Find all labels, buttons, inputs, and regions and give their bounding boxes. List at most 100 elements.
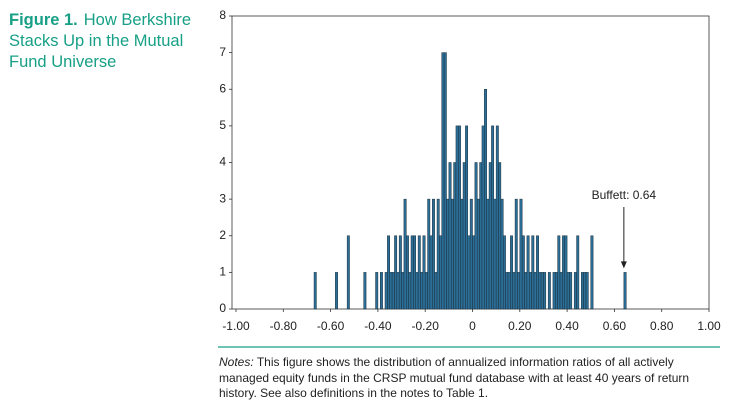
y-tick-label: 7 <box>219 45 226 59</box>
bar <box>505 272 509 310</box>
bar <box>424 272 428 310</box>
bar <box>557 235 561 310</box>
bar <box>474 162 478 310</box>
y-tick-label: 8 <box>219 8 226 22</box>
bar <box>415 272 419 310</box>
x-tick-label: -0.40 <box>364 319 392 333</box>
y-tick-label: 5 <box>219 118 226 132</box>
annotation-arrowhead <box>620 261 627 269</box>
bar <box>335 272 338 310</box>
annotation-text: Buffett: 0.64 <box>592 188 657 202</box>
bar <box>432 198 435 310</box>
bar <box>566 272 570 310</box>
bar <box>460 198 464 310</box>
bar <box>413 235 416 310</box>
bar <box>436 198 440 310</box>
y-tick-label: 4 <box>219 155 226 169</box>
bar <box>576 235 580 310</box>
bar <box>500 198 504 310</box>
bar <box>443 52 447 310</box>
bar <box>555 272 558 310</box>
bar <box>531 235 535 310</box>
y-tick-label: 6 <box>219 81 226 95</box>
bar <box>623 272 627 310</box>
bar <box>486 198 490 310</box>
bar <box>389 272 393 310</box>
bar <box>510 235 513 310</box>
notes-label: Notes: <box>219 355 254 369</box>
bar <box>434 272 438 310</box>
bar <box>507 272 511 310</box>
x-tick-label: 0.60 <box>603 319 627 333</box>
bar <box>581 272 584 310</box>
bar <box>375 272 379 310</box>
notes-text: This figure shows the distribution of an… <box>219 355 690 400</box>
bar <box>526 235 530 310</box>
bar <box>453 162 457 310</box>
bar <box>469 198 473 310</box>
bar <box>406 235 409 310</box>
y-tick-label: 2 <box>219 228 226 242</box>
bar <box>573 272 577 310</box>
bar <box>484 89 487 310</box>
bar <box>408 272 412 310</box>
x-tick-label: -1.00 <box>222 319 250 333</box>
bar <box>519 198 523 310</box>
bar <box>448 162 452 310</box>
bar <box>363 272 367 310</box>
bar <box>543 272 547 310</box>
bar <box>394 235 398 310</box>
bar <box>481 125 485 310</box>
bar <box>552 272 556 310</box>
bar <box>422 235 426 310</box>
bar <box>439 235 443 310</box>
bar <box>446 198 450 310</box>
bar <box>521 235 525 310</box>
y-tick-label: 1 <box>219 265 226 279</box>
bar <box>346 235 350 310</box>
bar <box>396 272 400 310</box>
title-text: How Berkshire Stacks Up in the Mutual Fu… <box>9 11 192 71</box>
x-tick-label: -0.60 <box>317 319 345 333</box>
bar <box>536 235 539 310</box>
bar <box>465 125 469 310</box>
x-tick-label: 0.20 <box>508 319 532 333</box>
bar <box>472 235 476 310</box>
bar <box>502 235 506 310</box>
bar <box>458 125 461 310</box>
x-tick-label: 0 <box>469 319 476 333</box>
bar <box>533 272 537 310</box>
bar <box>476 198 480 310</box>
bar <box>547 272 551 310</box>
bar <box>387 235 390 310</box>
bar <box>313 272 317 310</box>
bar <box>559 272 563 310</box>
bar <box>512 272 516 310</box>
bar <box>495 125 499 310</box>
bar <box>538 272 542 310</box>
bar <box>562 235 565 310</box>
bar <box>450 198 454 310</box>
bar <box>493 198 497 310</box>
bar <box>514 198 518 310</box>
bar <box>391 272 395 310</box>
bar <box>417 235 421 310</box>
x-tick-label: 1.00 <box>697 319 721 333</box>
chart: 0 1 2 3 4 5 6 7 8 -1.00 -0.80 -0.60 -0.40 -0.20 0 0.20 0… <box>218 8 721 348</box>
bar <box>590 235 594 310</box>
bar <box>498 162 502 310</box>
bar <box>488 162 492 310</box>
bar <box>524 272 528 310</box>
bar <box>429 235 433 310</box>
y-tick-label: 0 <box>219 301 226 315</box>
bar <box>529 272 532 310</box>
bar <box>380 272 383 310</box>
x-tick-label: -0.20 <box>412 319 440 333</box>
bar <box>540 272 544 310</box>
notes: Notes: This figure shows the distributio… <box>219 355 724 402</box>
bar <box>462 162 466 310</box>
bar <box>441 52 445 310</box>
bar <box>455 125 459 310</box>
figure-title: Figure 1. How Berkshire Stacks Up in the … <box>9 10 214 73</box>
